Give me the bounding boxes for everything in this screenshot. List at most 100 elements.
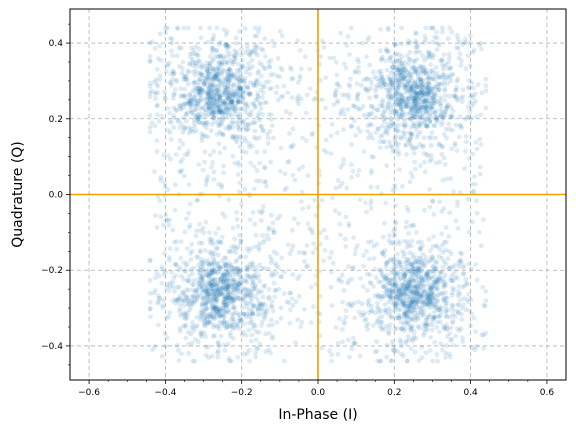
data-point-1503 xyxy=(379,113,385,119)
data-point-3983 xyxy=(437,199,443,205)
data-point-51 xyxy=(222,79,228,84)
data-point-3709 xyxy=(424,98,430,104)
data-point-785 xyxy=(223,98,229,103)
data-point-3520 xyxy=(474,210,480,216)
data-point-3491 xyxy=(272,294,278,300)
data-point-820 xyxy=(411,87,417,93)
data-point-3245 xyxy=(418,239,424,245)
data-point-3033 xyxy=(436,329,442,335)
data-point-669 xyxy=(153,96,158,101)
data-point-629 xyxy=(227,44,232,50)
data-point-1100 xyxy=(425,85,431,90)
data-point-3517 xyxy=(266,330,272,336)
data-point-3743 xyxy=(322,247,328,253)
data-point-3842 xyxy=(245,121,251,127)
data-point-86 xyxy=(169,82,175,88)
data-point-2369 xyxy=(269,303,275,309)
data-point-482 xyxy=(231,89,237,95)
data-point-1954 xyxy=(281,291,287,297)
data-point-323 xyxy=(180,130,186,135)
data-point-1636 xyxy=(219,234,225,240)
data-point-3974 xyxy=(387,86,392,92)
data-point-126 xyxy=(233,137,239,143)
data-point-1495 xyxy=(438,103,444,109)
data-point-3988 xyxy=(352,69,358,75)
data-point-3828 xyxy=(228,322,234,328)
data-point-3734 xyxy=(167,130,173,136)
y-axis-label: Quadrature (Q) xyxy=(10,141,26,248)
data-point-858 xyxy=(444,104,450,110)
data-point-1094 xyxy=(479,90,485,96)
data-point-1826 xyxy=(218,333,224,339)
data-point-1550 xyxy=(393,86,399,92)
data-point-240 xyxy=(231,53,237,59)
data-point-1409 xyxy=(417,129,423,135)
data-point-219 xyxy=(216,82,222,88)
data-point-144 xyxy=(213,113,218,118)
data-point-534 xyxy=(263,53,268,59)
data-point-3547 xyxy=(270,38,275,44)
data-point-369 xyxy=(236,98,242,104)
data-point-748 xyxy=(192,72,198,78)
data-point-1109 xyxy=(454,85,459,90)
data-point-2687 xyxy=(481,346,486,351)
data-point-3847 xyxy=(463,116,468,122)
data-point-260 xyxy=(251,101,257,107)
data-point-1395 xyxy=(420,53,426,59)
data-point-435 xyxy=(230,153,236,159)
data-point-797 xyxy=(206,71,212,77)
data-point-897 xyxy=(426,100,431,106)
data-point-3722 xyxy=(215,350,220,356)
data-point-3469 xyxy=(346,92,351,97)
data-point-3330 xyxy=(204,60,210,66)
data-point-1035 xyxy=(415,91,421,96)
data-point-3569 xyxy=(261,204,266,209)
data-point-3236 xyxy=(173,273,179,279)
data-point-82 xyxy=(289,76,294,82)
data-point-45 xyxy=(206,94,212,100)
data-point-3112 xyxy=(423,278,428,283)
data-point-2326 xyxy=(224,309,230,315)
data-point-762 xyxy=(220,101,226,107)
data-point-966 xyxy=(379,54,385,60)
data-point-3375 xyxy=(369,111,375,116)
data-point-3408 xyxy=(168,35,173,41)
data-point-3724 xyxy=(192,107,198,113)
data-point-329 xyxy=(231,53,237,59)
data-point-3259 xyxy=(378,102,383,108)
data-point-2207 xyxy=(204,306,209,312)
data-point-3972 xyxy=(369,167,374,173)
data-point-221 xyxy=(196,120,202,125)
data-point-799 xyxy=(255,77,260,83)
data-point-963 xyxy=(394,108,400,114)
data-point-3558 xyxy=(390,240,395,245)
data-point-438 xyxy=(214,68,220,74)
data-point-822 xyxy=(429,104,435,110)
data-point-1787 xyxy=(176,358,182,363)
data-point-3386 xyxy=(447,351,452,357)
data-point-832 xyxy=(363,87,368,92)
data-point-3831 xyxy=(202,159,207,165)
data-point-2901 xyxy=(440,250,446,255)
data-point-166 xyxy=(239,63,245,68)
data-point-3950 xyxy=(298,199,304,205)
data-point-288 xyxy=(211,47,216,52)
data-point-410 xyxy=(225,72,230,78)
data-point-26 xyxy=(189,45,194,51)
data-point-3886 xyxy=(340,299,345,305)
data-point-1527 xyxy=(424,122,429,128)
data-point-3627 xyxy=(200,72,205,78)
data-point-576 xyxy=(207,85,213,90)
data-point-3666 xyxy=(403,338,409,344)
data-point-3313 xyxy=(198,314,204,320)
data-point-655 xyxy=(231,72,237,77)
data-point-319 xyxy=(190,51,196,56)
data-point-3180 xyxy=(409,300,415,305)
data-point-2855 xyxy=(428,335,434,340)
data-point-2550 xyxy=(340,339,346,345)
data-point-3723 xyxy=(186,182,192,188)
data-point-3806 xyxy=(462,166,467,171)
data-point-3438 xyxy=(199,240,205,246)
data-point-1101 xyxy=(432,78,438,83)
data-point-277 xyxy=(207,61,213,66)
